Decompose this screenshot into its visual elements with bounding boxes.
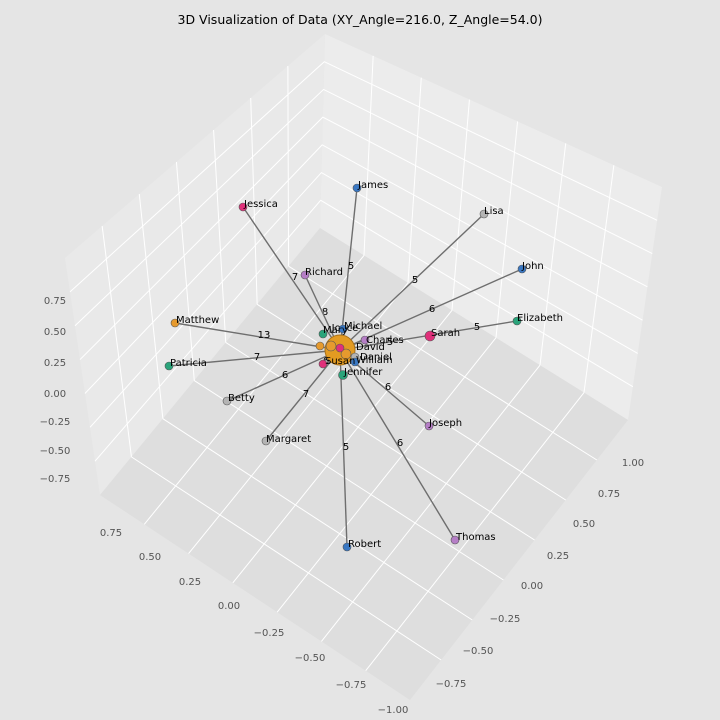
z-tick-label: −0.25 — [40, 417, 71, 428]
node-sarah — [424, 330, 436, 342]
node-thomas — [450, 535, 460, 545]
edge-weight-label: 7 — [292, 272, 298, 283]
node-mary — [318, 329, 328, 339]
edge-weight-label: 13 — [258, 330, 271, 341]
y-tick-label: −0.50 — [295, 653, 326, 664]
node-lisa — [479, 209, 489, 219]
node-label-margaret: Margaret — [266, 434, 311, 445]
edge-weight-label: 5 — [348, 261, 354, 272]
node-joseph — [424, 421, 434, 431]
edge-thomas — [339, 349, 456, 541]
node-margaret — [261, 436, 271, 446]
edge-weight-label: 5 — [474, 322, 480, 333]
z-tick-label: 0.00 — [44, 389, 66, 400]
x-tick-label: −0.75 — [436, 679, 467, 690]
node-label-betty: Betty — [228, 393, 255, 404]
edge-weight-label: 6 — [282, 370, 288, 381]
axis-ticks: 0.75 0.50 0.25 0.00 −0.25 −0.50 −0.75 0.75 0.50 0… — [40, 296, 644, 716]
node-elizabeth — [512, 316, 522, 326]
x-tick-label: −0.25 — [490, 614, 521, 625]
edge-weight-label: 6 — [397, 438, 403, 449]
edge-weight-label: 7 — [303, 389, 309, 400]
node-label-susan: Susan — [325, 356, 355, 367]
x-tick-label: 0.00 — [521, 581, 543, 592]
hub-inner-node — [340, 348, 352, 360]
z-tick-label: −0.75 — [40, 474, 71, 485]
y-tick-label: 0.00 — [218, 601, 240, 612]
node-patricia — [164, 361, 174, 371]
node-label-matthew: Matthew — [176, 315, 219, 326]
node-michael — [338, 324, 348, 334]
edge-weight-label: 5 — [343, 442, 349, 453]
node-richard — [300, 270, 310, 280]
y-tick-label: 0.50 — [139, 552, 161, 563]
node-label-john: John — [521, 261, 544, 272]
z-tick-label: 0.25 — [44, 358, 66, 369]
x-tick-label: 0.25 — [547, 551, 569, 562]
edge-patricia — [168, 349, 341, 367]
node-label-elizabeth: Elizabeth — [517, 313, 563, 324]
node-label-james: James — [357, 180, 388, 191]
edge-john — [339, 268, 523, 351]
y-tick-label: 0.25 — [179, 577, 201, 588]
edge-weight-label: 6 — [385, 382, 391, 393]
gridlines — [69, 55, 658, 672]
node-label-sarah: Sarah — [431, 328, 460, 339]
node-jessica — [238, 202, 248, 212]
node-label-richard: Richard — [305, 267, 343, 278]
hub-inner-node — [315, 341, 325, 351]
z-tick-label: −0.50 — [40, 446, 71, 457]
y-tick-label: −0.25 — [254, 628, 285, 639]
edge-betty — [226, 349, 341, 402]
edge-weight-label: 6 — [429, 304, 435, 315]
node-jennifer — [338, 370, 348, 380]
node-label-robert: Robert — [348, 539, 381, 550]
edge-james — [339, 187, 358, 351]
edge-robert — [339, 349, 348, 548]
edge-jessica — [242, 206, 341, 351]
node-label-joseph: Joseph — [428, 418, 462, 429]
node-label-patricia: Patricia — [170, 358, 207, 369]
x-tick-label: 0.75 — [598, 489, 620, 500]
y-tick-label: −1.00 — [378, 705, 409, 716]
edge-lisa — [339, 213, 485, 351]
node-label-jennifer: Jennifer — [343, 367, 383, 378]
node-label-mary: Mary — [323, 325, 348, 336]
node-charles — [360, 335, 370, 345]
node-david — [335, 343, 345, 353]
node-label-charles: Charles — [366, 335, 404, 346]
node-matthew — [170, 318, 180, 328]
node-label-william: William — [356, 355, 393, 366]
node-label-thomas: Thomas — [455, 532, 496, 543]
node-william — [350, 357, 360, 367]
edge-weight-label: 8 — [322, 307, 328, 318]
x-tick-label: 1.00 — [622, 458, 644, 469]
hub-inner-node — [325, 340, 337, 352]
node-susan — [318, 359, 328, 369]
node-james — [352, 183, 362, 193]
node-john — [517, 264, 527, 274]
x-tick-label: 0.50 — [573, 519, 595, 530]
y-tick-label: −0.75 — [336, 680, 367, 691]
z-tick-label: 0.50 — [44, 327, 66, 338]
edge-matthew — [174, 322, 341, 351]
node-label-michael: Michael — [344, 321, 382, 332]
node-label-david: David — [356, 342, 385, 353]
node-robert — [342, 542, 352, 552]
edge-margaret — [265, 349, 341, 442]
node-label-daniel: Daniel — [360, 352, 392, 363]
edge-weight-label: 7 — [254, 352, 260, 363]
z-tick-label: 0.75 — [44, 296, 66, 307]
node-label-lisa: Lisa — [484, 206, 504, 217]
node-label-jessica: Jessica — [243, 199, 278, 210]
y-tick-label: 0.75 — [100, 528, 122, 539]
network-nodes: James Lisa John Elizabeth Sarah Jessica Richar… — [164, 180, 563, 552]
chart-title: 3D Visualization of Data (XY_Angle=216.0… — [178, 12, 543, 27]
edge-weight-label: 5 — [412, 275, 418, 286]
node-betty — [222, 396, 232, 406]
edge-weight-label: 5 — [387, 337, 393, 348]
x-tick-label: −0.50 — [463, 646, 494, 657]
